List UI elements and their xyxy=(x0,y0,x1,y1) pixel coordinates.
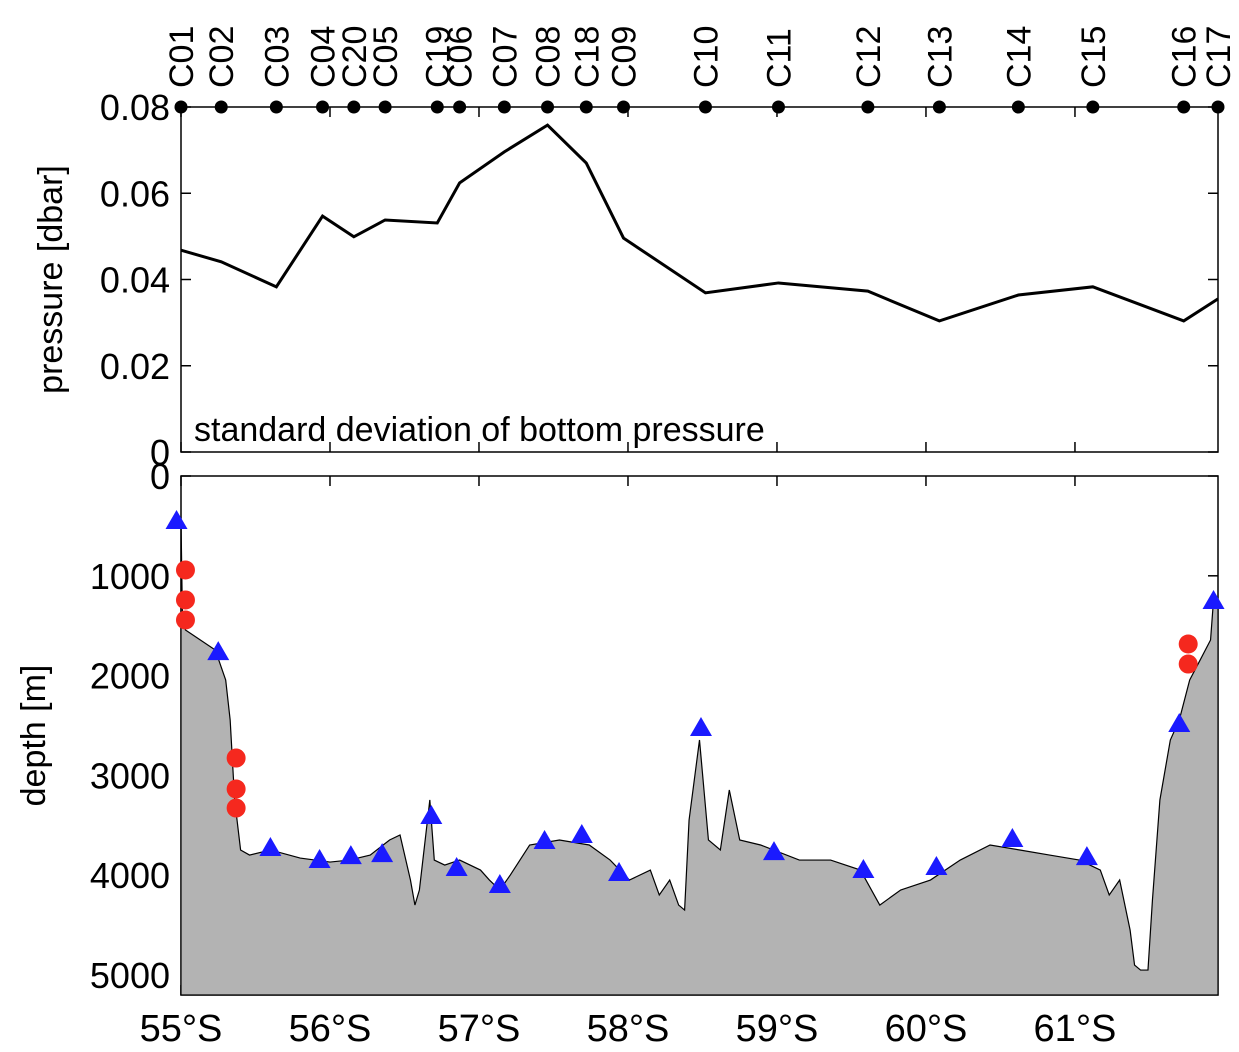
station-label: C10 xyxy=(687,26,725,88)
y-tick-label: 3000 xyxy=(90,755,170,796)
station-marker xyxy=(269,100,283,114)
station-marker xyxy=(771,100,785,114)
station-marker xyxy=(861,100,875,114)
x-tick-label: 59°S xyxy=(736,1008,819,1050)
triangle-marker xyxy=(488,874,511,894)
x-tick-label: 60°S xyxy=(885,1008,968,1050)
station-marker xyxy=(430,100,444,114)
triangle-marker xyxy=(608,862,631,882)
y-axis-label: depth [m] xyxy=(15,665,53,807)
triangle-marker xyxy=(689,717,712,737)
triangle-marker xyxy=(533,829,556,849)
station-marker xyxy=(1086,100,1100,114)
triangle-marker xyxy=(925,856,948,876)
top-frame xyxy=(180,106,1219,453)
station-label: C17 xyxy=(1200,26,1238,88)
station-label: C18 xyxy=(568,26,606,88)
triangle-marker xyxy=(1001,828,1024,848)
station-label: C07 xyxy=(486,26,524,88)
station-marker xyxy=(932,100,946,114)
station-label: C03 xyxy=(258,26,296,88)
circle-marker xyxy=(175,610,195,630)
station-label: C06 xyxy=(442,26,480,88)
station-marker xyxy=(1011,100,1025,114)
y-tick-label: 0.04 xyxy=(100,260,170,301)
triangle-marker xyxy=(445,857,468,877)
station-marker xyxy=(617,100,631,114)
y-tick-label: 2000 xyxy=(90,656,170,697)
station-marker xyxy=(214,100,228,114)
triangle-marker xyxy=(1202,589,1225,609)
station-marker xyxy=(347,100,361,114)
triangle-marker xyxy=(420,805,443,825)
triangle-marker xyxy=(371,843,394,863)
station-label: C05 xyxy=(367,26,405,88)
x-tick-label: 55°S xyxy=(140,1008,223,1050)
triangle-marker xyxy=(852,859,875,879)
y-tick-label: 1000 xyxy=(90,556,170,597)
station-label: C12 xyxy=(850,26,888,88)
station-label: C04 xyxy=(305,26,343,88)
station-label: C15 xyxy=(1075,26,1113,88)
triangle-marker xyxy=(308,849,331,869)
circle-marker xyxy=(226,779,246,799)
station-label: C14 xyxy=(1000,26,1038,88)
y-tick-label: 0 xyxy=(150,456,170,497)
station-marker xyxy=(541,100,555,114)
circle-marker xyxy=(175,560,195,580)
triangle-marker xyxy=(1168,713,1191,733)
circle-marker xyxy=(226,748,246,768)
station-label: C08 xyxy=(530,26,568,88)
circle-marker xyxy=(1178,654,1198,674)
x-tick-label: 57°S xyxy=(438,1008,521,1050)
triangle-marker xyxy=(207,641,230,661)
station-marker xyxy=(174,100,188,114)
station-label: C09 xyxy=(606,26,644,88)
y-tick-label: 0 xyxy=(150,432,170,473)
station-marker xyxy=(378,100,392,114)
circle-marker xyxy=(175,590,195,610)
station-label: C02 xyxy=(203,26,241,88)
station-marker xyxy=(1211,100,1225,114)
triangle-marker xyxy=(1075,846,1098,866)
y-tick-label: 0.02 xyxy=(100,346,170,387)
station-label: C16 xyxy=(1166,26,1204,88)
y-axis-label: pressure [dbar] xyxy=(32,165,70,394)
y-tick-label: 0.06 xyxy=(100,173,170,214)
triangle-marker xyxy=(339,845,362,865)
station-marker xyxy=(579,100,593,114)
x-tick-label: 61°S xyxy=(1034,1008,1117,1050)
x-tick-label: 58°S xyxy=(587,1008,670,1050)
triangle-marker xyxy=(570,824,593,844)
station-label: C13 xyxy=(921,26,959,88)
pressure-line xyxy=(180,123,1219,323)
station-marker xyxy=(1177,100,1191,114)
station-label: C19 xyxy=(419,26,457,88)
circle-marker xyxy=(226,798,246,818)
station-label: C01 xyxy=(163,26,201,88)
y-tick-label: 5000 xyxy=(90,955,170,996)
circle-marker xyxy=(1178,634,1198,654)
station-label: C11 xyxy=(760,28,798,88)
station-marker xyxy=(453,100,467,114)
triangle-marker xyxy=(165,510,188,530)
y-tick-label: 0.08 xyxy=(100,87,170,128)
station-marker xyxy=(698,100,712,114)
annotation: standard deviation of bottom pressure xyxy=(194,411,765,449)
triangle-marker xyxy=(259,836,282,856)
station-marker xyxy=(497,100,511,114)
x-tick-label: 56°S xyxy=(289,1008,372,1050)
station-marker xyxy=(316,100,330,114)
station-label: C20 xyxy=(336,26,374,88)
bathymetry-area xyxy=(180,520,1219,996)
y-tick-label: 4000 xyxy=(90,855,170,896)
triangle-marker xyxy=(762,841,785,861)
